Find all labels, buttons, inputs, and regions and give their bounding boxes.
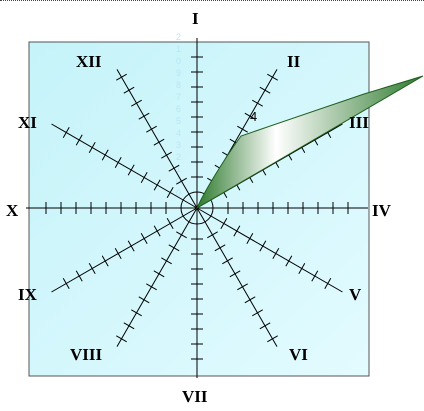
spoke-9-tick (88, 263, 96, 274)
spoke-5-tick (246, 233, 254, 244)
label-IX: IX (18, 285, 38, 304)
spoke-11-tick (101, 149, 109, 161)
faint-scale-number: 2 (176, 32, 181, 42)
faint-scale-number: 3 (176, 140, 181, 150)
spoke-8-tick (138, 296, 150, 304)
label-IV: IV (372, 201, 392, 220)
faint-scale-number: 1 (176, 164, 181, 174)
spoke-6-tick (207, 231, 218, 239)
label-VIII: VIII (70, 345, 103, 364)
faint-scale-number: 6 (176, 104, 181, 114)
spoke-9-tick (127, 240, 135, 252)
spoke-12-tick (146, 125, 157, 133)
faint-scale-number: 4 (176, 128, 181, 138)
faint-scale-number: 2 (176, 152, 181, 162)
roman-labels: I II III IV V VI VII VIII IX X XI XII (6, 9, 392, 406)
spoke-9-tick (153, 225, 161, 237)
label-VII: VII (182, 387, 208, 406)
label-X: X (6, 201, 19, 220)
spoke-6-tick (237, 283, 248, 291)
label-II: II (287, 52, 301, 71)
faint-scale-number: 8 (176, 80, 181, 90)
spoke-6-tick (222, 257, 233, 265)
marker-value: 4 (250, 109, 257, 124)
spoke-6-tick (244, 296, 256, 304)
spoke-11-tick (166, 187, 174, 198)
spoke-5-tick (311, 270, 319, 282)
label-XII: XII (76, 52, 102, 71)
faint-scale-number: 0 (176, 56, 181, 66)
spoke-8-tick (176, 231, 187, 239)
spoke-12-tick (161, 151, 172, 159)
spoke-8-tick (131, 309, 142, 317)
label-XI: XI (18, 113, 37, 132)
spoke-6 (196, 207, 278, 347)
spoke-5-tick (259, 240, 267, 252)
spoke-8 (116, 207, 198, 347)
spoke-8-tick (168, 244, 180, 252)
spoke-12-tick (116, 73, 127, 81)
spoke-2-tick (259, 86, 271, 94)
shaded-wedge (195, 75, 424, 210)
spoke-12-tick (138, 112, 150, 120)
label-VI: VI (289, 345, 308, 364)
spoke-9-tick (140, 233, 148, 244)
spoke-6-tick (252, 309, 263, 317)
spoke-6-tick (214, 244, 226, 252)
spoke-5-tick (233, 225, 241, 237)
spoke-5-tick (324, 278, 332, 289)
spoke-12-tick (153, 138, 165, 146)
spoke-12-tick (168, 164, 180, 172)
spoke-8-tick (123, 322, 135, 330)
spoke-9-tick (101, 255, 109, 267)
spoke-11-tick (114, 157, 122, 168)
dotted-top-border (0, 0, 424, 1)
spoke-5 (196, 207, 343, 293)
spoke-12-tick (123, 86, 135, 94)
faint-scale-number: 9 (176, 68, 181, 78)
faint-scale-number: 0 (176, 188, 181, 198)
spoke-12 (116, 69, 198, 209)
spoke-9-tick (75, 270, 83, 282)
faint-scale-number: 5 (176, 116, 181, 126)
spoke-11-tick (62, 127, 70, 138)
faint-scale-number: 7 (176, 92, 181, 102)
center-circle (180, 191, 214, 225)
spoke-6-tick (267, 335, 278, 343)
spoke-9-tick (166, 218, 174, 229)
label-III: III (349, 113, 369, 132)
spoke-11-tick (127, 164, 135, 176)
spoke-5-tick (285, 255, 293, 267)
label-V: V (349, 285, 362, 304)
spoke-11-tick (75, 134, 83, 146)
spoke-9 (51, 207, 198, 293)
spoke-8-tick (116, 335, 127, 343)
spoke-2-tick (244, 112, 256, 120)
spoke-11-tick (153, 179, 161, 191)
spoke-6-tick (229, 270, 241, 278)
label-I: I (192, 9, 199, 28)
spoke-12-tick (176, 177, 187, 185)
spoke-5-tick (272, 248, 280, 259)
spoke-8-tick (146, 283, 157, 291)
spoke-11-tick (140, 172, 148, 183)
spoke-2-tick (252, 99, 263, 107)
faint-scale-number: 1 (176, 44, 181, 54)
spoke-2-tick (237, 125, 248, 133)
faint-scale-number: 0 (176, 176, 181, 186)
spoke-8-tick (161, 257, 172, 265)
spoke-11 (51, 123, 198, 209)
spoke-8-tick (153, 270, 165, 278)
spoke-5-tick (220, 218, 228, 229)
spoke-5-tick (298, 263, 306, 274)
spoke-12-tick (131, 99, 142, 107)
spoke-2-tick (267, 73, 278, 81)
spoke-6-tick (259, 322, 271, 330)
spoke-9-tick (114, 248, 122, 259)
spoke-9-tick (62, 278, 70, 289)
spoke-11-tick (88, 142, 96, 153)
